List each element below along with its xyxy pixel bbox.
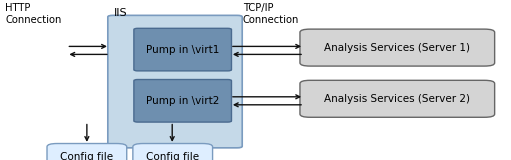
Text: Analysis Services (Server 2): Analysis Services (Server 2) <box>324 94 470 104</box>
FancyBboxPatch shape <box>133 144 213 160</box>
Text: Analysis Services (Server 1): Analysis Services (Server 1) <box>324 43 470 53</box>
Text: TCP/IP
Connection: TCP/IP Connection <box>243 3 299 25</box>
FancyBboxPatch shape <box>47 144 127 160</box>
FancyBboxPatch shape <box>108 15 242 148</box>
Text: Config file: Config file <box>60 152 113 160</box>
FancyBboxPatch shape <box>134 80 231 122</box>
Text: Config file: Config file <box>146 152 199 160</box>
FancyBboxPatch shape <box>134 28 231 71</box>
Text: HTTP
Connection: HTTP Connection <box>5 3 61 25</box>
Text: Pump in \virt1: Pump in \virt1 <box>146 45 219 55</box>
Text: IIS: IIS <box>113 8 127 18</box>
Text: Pump in \virt2: Pump in \virt2 <box>146 96 219 106</box>
FancyBboxPatch shape <box>300 80 495 117</box>
FancyBboxPatch shape <box>300 29 495 66</box>
